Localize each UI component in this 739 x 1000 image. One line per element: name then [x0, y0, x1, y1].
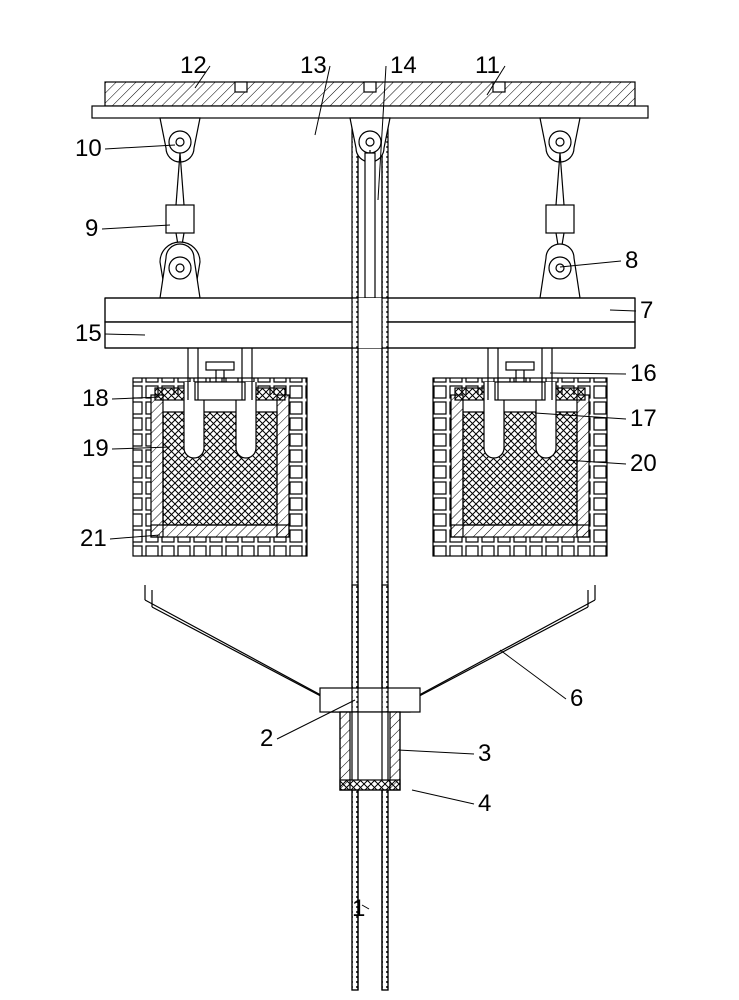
callout-19: 19: [82, 435, 109, 463]
callout-15: 15: [75, 320, 102, 348]
callout-13: 13: [300, 52, 327, 80]
funnel: [145, 585, 595, 715]
box-left: [133, 348, 307, 556]
callout-3: 3: [478, 740, 491, 768]
callout-6: 6: [570, 685, 583, 713]
callout-11: 11: [475, 52, 500, 80]
callout-17: 17: [630, 405, 657, 433]
callout-1: 1: [352, 895, 365, 923]
callout-16: 16: [630, 360, 657, 388]
callout-10: 10: [75, 135, 102, 163]
callout-18: 18: [82, 385, 109, 413]
callout-21: 21: [80, 525, 107, 553]
center-rod-14: [365, 150, 375, 298]
callout-2: 2: [260, 725, 273, 753]
pivot-mid-left: [160, 242, 200, 298]
callout-4: 4: [478, 790, 491, 818]
callout-20: 20: [630, 450, 657, 478]
pivot-mid-right: [540, 244, 580, 298]
box-right: [433, 348, 607, 556]
callout-7: 7: [640, 297, 653, 325]
callout-8: 8: [625, 247, 638, 275]
callout-12: 12: [180, 52, 207, 80]
chamber: [340, 712, 400, 790]
callout-9: 9: [85, 215, 98, 243]
link-right: [546, 153, 574, 257]
callout-14: 14: [390, 52, 417, 80]
mechanical-diagram: [0, 0, 739, 1000]
